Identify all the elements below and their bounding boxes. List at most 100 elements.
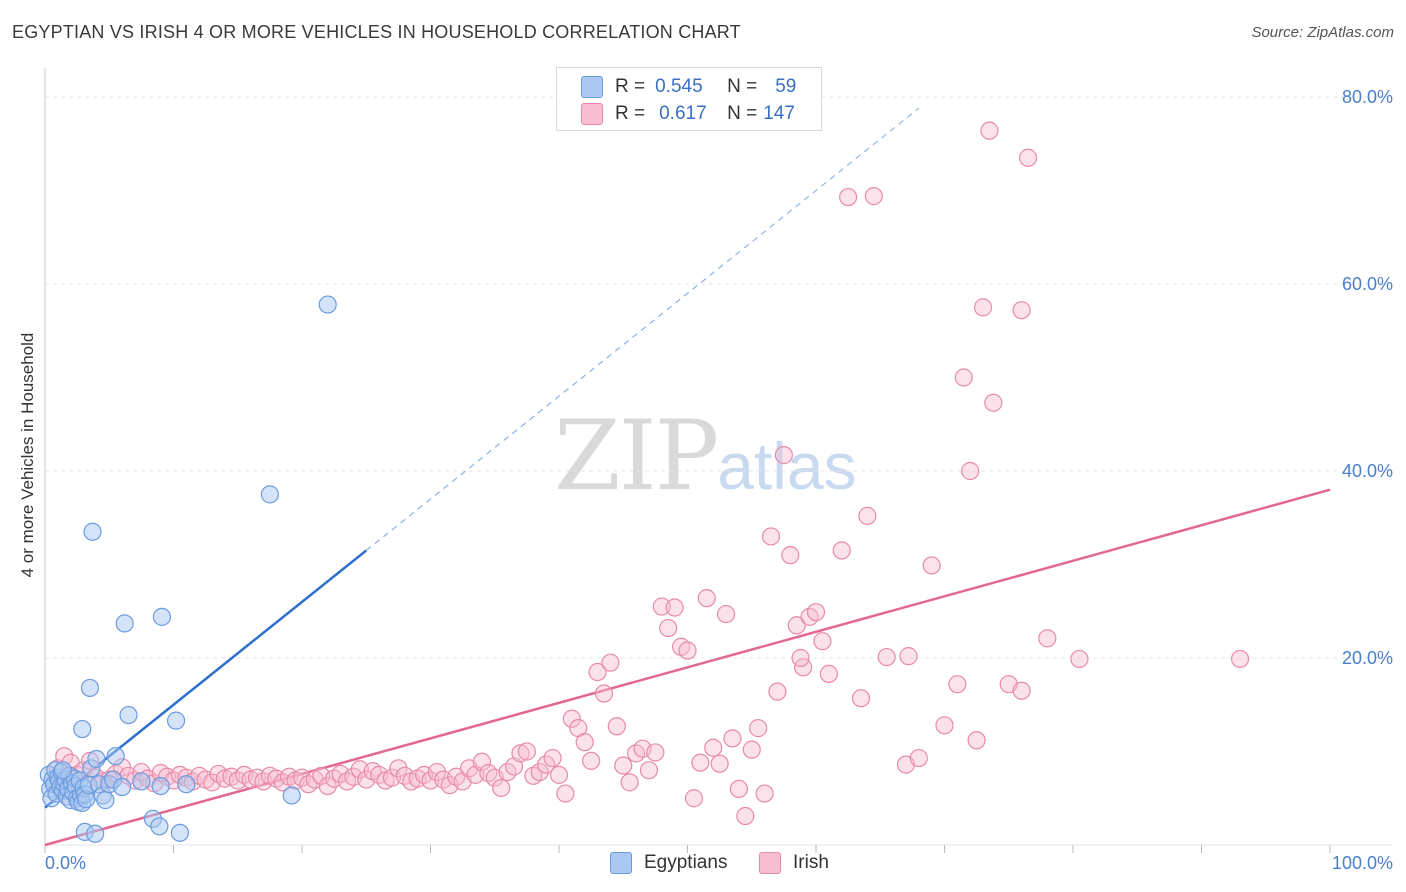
irish-point (659, 618, 678, 638)
irish-point (556, 784, 575, 803)
egyptians-point (73, 719, 92, 739)
egyptians-points (39, 295, 337, 843)
irish-point (729, 779, 749, 799)
irish-point (723, 729, 742, 748)
irish-point (543, 748, 562, 768)
y-tick-label: 20.0% (1342, 648, 1393, 668)
irish-point (678, 641, 697, 660)
egyptians-point (87, 749, 106, 769)
egyptians-point (115, 614, 134, 633)
irish-point (620, 773, 639, 792)
legend-label-egyptians: Egyptians (644, 852, 728, 873)
egyptians-point (318, 295, 337, 314)
egyptians-point (112, 777, 132, 797)
irish-point (899, 647, 918, 666)
irish-point (954, 368, 973, 387)
n-label: N = (727, 103, 758, 124)
egyptians-point (53, 761, 73, 780)
stats-legend: R = 0.545 N = 59 R = 0.617 N = 147 (556, 67, 822, 131)
chart-title: EGYPTIAN VS IRISH 4 OR MORE VEHICLES IN … (12, 22, 741, 42)
egyptians-point (119, 705, 138, 725)
egyptians-point (106, 747, 125, 766)
egyptians-point (282, 786, 301, 805)
irish-point (549, 765, 569, 784)
irish-point (813, 632, 832, 651)
irish-point (973, 298, 993, 317)
irish-point (781, 546, 800, 565)
irish-point (1012, 301, 1031, 320)
irish-point (749, 719, 768, 738)
irish-point (935, 716, 954, 735)
irish-point (839, 187, 858, 207)
irish-point (742, 740, 761, 759)
n-value: 59 (775, 76, 797, 97)
irish-point (787, 616, 806, 635)
series-legend: Egyptians Irish (0, 852, 1406, 878)
irish-points (48, 121, 1250, 826)
egyptians-point (150, 817, 169, 836)
irish-swatch (581, 103, 603, 125)
n-label: N = (727, 76, 758, 97)
egyptians-point (80, 678, 100, 698)
egyptians-swatch (581, 76, 603, 98)
y-tick-label: 60.0% (1342, 274, 1393, 294)
irish-point (582, 751, 601, 770)
irish-point (1038, 629, 1057, 648)
egyptians-trend-extension (365, 107, 920, 551)
irish-point (832, 541, 851, 560)
irish-point (791, 648, 810, 668)
egyptians-point (96, 791, 115, 810)
irish-point (318, 776, 337, 796)
irish-point (665, 598, 684, 617)
irish-point (768, 682, 787, 701)
x-tick-label: 0.0% (45, 853, 86, 873)
irish-point (472, 752, 491, 771)
legend-row-irish: R = 0.617 N = 147 (581, 102, 795, 126)
trend-lines (44, 107, 1331, 847)
irish-point (864, 187, 883, 206)
irish-point (858, 506, 877, 525)
egyptians-point (151, 776, 170, 796)
irish-point (961, 461, 980, 481)
irish-point (948, 675, 967, 694)
egyptians-point (86, 824, 105, 843)
irish-point (761, 527, 781, 546)
irish-point (1230, 649, 1250, 669)
irish-point (684, 789, 704, 808)
irish-trend-line (44, 488, 1331, 847)
irish-point (877, 647, 896, 667)
irish-point (774, 446, 793, 465)
tick-labels: 20.0% 40.0% 60.0% 80.0% 0.0% 100.0% (45, 87, 1393, 873)
irish-point (575, 733, 594, 752)
egyptians-point (83, 522, 102, 541)
irish-point (980, 121, 999, 140)
irish-point (736, 806, 755, 826)
irish-point (607, 717, 626, 736)
egyptians-point (132, 772, 151, 791)
y-tick-label: 40.0% (1342, 461, 1393, 481)
irish-point (652, 597, 671, 616)
axes (44, 68, 1331, 853)
irish-swatch (759, 852, 781, 874)
x-tick-label: 100.0% (1332, 853, 1393, 873)
y-tick-label: 80.0% (1342, 87, 1393, 107)
irish-point (909, 748, 928, 768)
irish-point (537, 755, 556, 774)
irish-point (427, 762, 447, 782)
irish-point (646, 743, 665, 762)
egyptians-point (166, 711, 186, 730)
legend-label-irish: Irish (793, 852, 829, 873)
irish-point (691, 753, 710, 772)
irish-point (710, 754, 729, 773)
irish-point (492, 778, 511, 798)
irish-point (819, 664, 838, 683)
irish-point (1012, 681, 1031, 700)
irish-point (922, 556, 941, 575)
irish-point (851, 689, 871, 708)
legend-item-egyptians: Egyptians (610, 852, 727, 874)
irish-point (716, 604, 736, 624)
irish-point (614, 756, 633, 775)
irish-point (1018, 148, 1038, 167)
irish-point (594, 684, 614, 703)
